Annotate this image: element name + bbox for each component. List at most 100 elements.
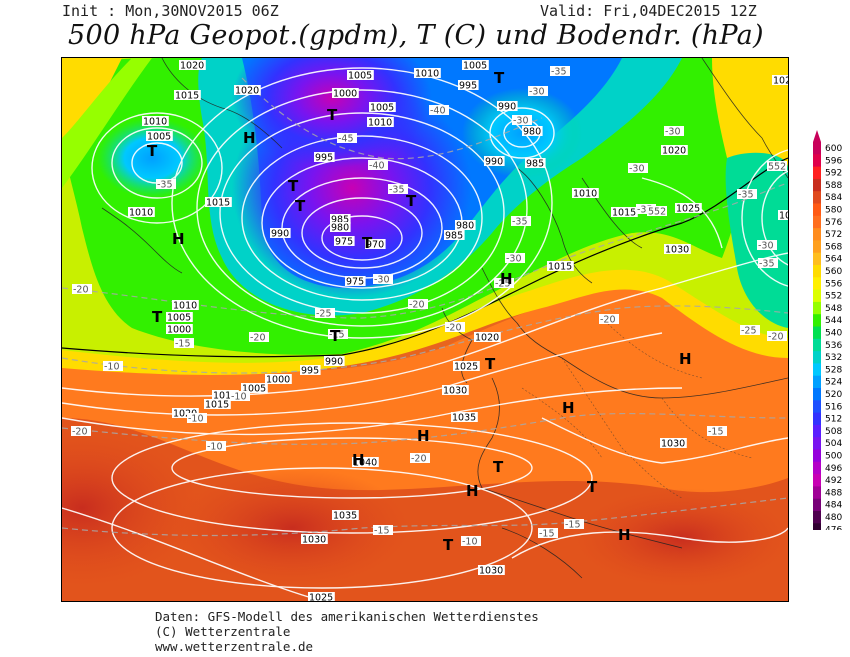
isobar-value: 1010	[779, 211, 788, 222]
isotherm-label: -20	[445, 322, 465, 334]
isobar-value: 1020	[475, 333, 499, 344]
isobar-label: 980	[330, 222, 351, 234]
isobar-value: 1010	[173, 301, 197, 312]
isobar-value: 1010	[213, 391, 237, 402]
colorbar-level: 552	[825, 292, 842, 302]
low-pressure-marker: T	[288, 177, 299, 195]
low-pressure-marker: T	[147, 142, 158, 160]
colorbar-level: 540	[825, 329, 842, 339]
colorbar-level: 580	[825, 206, 842, 216]
colorbar-level: 564	[825, 255, 842, 265]
isobar-label: 1030	[478, 565, 505, 577]
isotherm-value: -45	[338, 134, 354, 145]
isotherm-label: -15	[564, 519, 584, 531]
isobar-value: 1030	[302, 535, 326, 546]
isotherm-label: -40	[429, 105, 449, 117]
colorbar-level: 508	[825, 427, 842, 437]
isobar-value: 1020	[662, 146, 686, 157]
colorbar-level: 512	[825, 415, 842, 425]
isotherm-value: -25	[316, 309, 332, 320]
init-time: Init : Mon,30NOV2015 06Z	[62, 2, 279, 20]
isotherm-label: -20	[767, 331, 787, 343]
isotherm-label: -35	[636, 204, 656, 216]
high-pressure-marker: H	[562, 399, 575, 417]
colorbar-level: 576	[825, 218, 842, 228]
colorbar-swatch	[813, 301, 821, 315]
isobar-value: 980	[456, 221, 474, 232]
isobar-label: 1005	[347, 70, 374, 82]
colorbar-swatch	[813, 240, 821, 254]
isobar-label: 1025	[453, 361, 480, 373]
isobar-value: 1015	[206, 198, 230, 209]
colorbar-legend: 600 596 592 588 584 580 576 572 568 564 560 556 552 5…	[813, 130, 842, 530]
isotherm-value: -10	[207, 442, 223, 453]
colorbar-swatch	[813, 461, 821, 475]
isobar-value: 1010	[368, 118, 392, 129]
isotherm-label: -20	[599, 314, 619, 326]
colorbar-level: 572	[825, 230, 842, 240]
isotherm-value: -20	[768, 332, 784, 343]
isobar-value: 1015	[175, 91, 199, 102]
colorbar-swatch	[813, 326, 821, 340]
isobar-value: 985	[445, 231, 463, 242]
low-pressure-marker: T	[406, 192, 417, 210]
isotherm-label: -35	[388, 184, 408, 196]
colorbar-swatch	[813, 265, 821, 278]
isotherm-label: -25	[494, 278, 514, 290]
isobar-value: 1030	[479, 566, 503, 577]
country-borders	[521, 317, 753, 499]
isotherm-label: -10	[461, 536, 481, 548]
isotherm-value: -25	[495, 279, 511, 290]
isobar-value: 1010	[143, 117, 167, 128]
isobar-value: 1005	[147, 132, 171, 143]
isobar-value: 975	[346, 277, 364, 288]
low-pressure-marker: T	[295, 197, 306, 215]
colorbar-swatch	[813, 191, 821, 204]
isobar-value: 1020	[235, 86, 259, 97]
isotherm-label: -35	[156, 179, 176, 191]
isobar-label: 1035	[451, 412, 478, 424]
lime-nw	[62, 58, 152, 188]
isobar-label: 1010	[414, 68, 441, 80]
map-title: 500 hPa Geopot.(gpdm), T (C) und Bodendr…	[68, 20, 764, 51]
isotherm-label: -30	[373, 274, 393, 286]
isotherm-label: -30	[528, 86, 548, 98]
colorbar-swatch	[813, 338, 821, 352]
low-pressure-marker: T	[493, 458, 504, 476]
isobar-value: 1015	[612, 208, 636, 219]
colorbar-level: 544	[825, 316, 842, 326]
isobar-value: 1005	[370, 103, 394, 114]
isobar-label: 985	[444, 230, 465, 242]
isotherm-value: -30	[374, 275, 390, 286]
isotherm-value: -30	[529, 87, 545, 98]
low-pressure-marker: T	[587, 478, 598, 496]
isotherm-value: -30	[513, 116, 529, 127]
low-pressure-marker: T	[327, 106, 338, 124]
website-link[interactable]: www.wetterzentrale.de	[155, 639, 314, 654]
isobar-label: 1030	[442, 385, 469, 397]
colorbar-level: 492	[825, 476, 842, 486]
isobar-label: 1010	[572, 188, 599, 200]
isobar-value: 1035	[333, 511, 357, 522]
isobar-value: 1005	[348, 71, 372, 82]
colorbar-level: 488	[825, 488, 842, 498]
low-core-north	[232, 58, 432, 168]
isobar-value: 1030	[665, 245, 689, 256]
isobar-label: 1020	[772, 75, 788, 87]
isobar-value: 990	[271, 229, 289, 240]
isotherm-value: -20	[72, 427, 88, 438]
isobar-label: 1005	[462, 60, 489, 72]
colorbar-level: 548	[825, 304, 842, 314]
isobar-value: 995	[459, 81, 477, 92]
isobar-value: 1020	[773, 76, 788, 87]
isobar-value: 980	[331, 223, 349, 234]
colorbar-swatch	[813, 351, 821, 364]
isobar-value: 1020	[173, 409, 197, 420]
isotherm-value: -15	[708, 427, 724, 438]
low-pressure-marker: T	[494, 69, 505, 87]
isotherm-label: -25	[315, 308, 335, 320]
colorbar-swatch	[813, 314, 821, 327]
isotherm-value: -40	[430, 106, 446, 117]
isobar-value: 980	[523, 127, 541, 138]
